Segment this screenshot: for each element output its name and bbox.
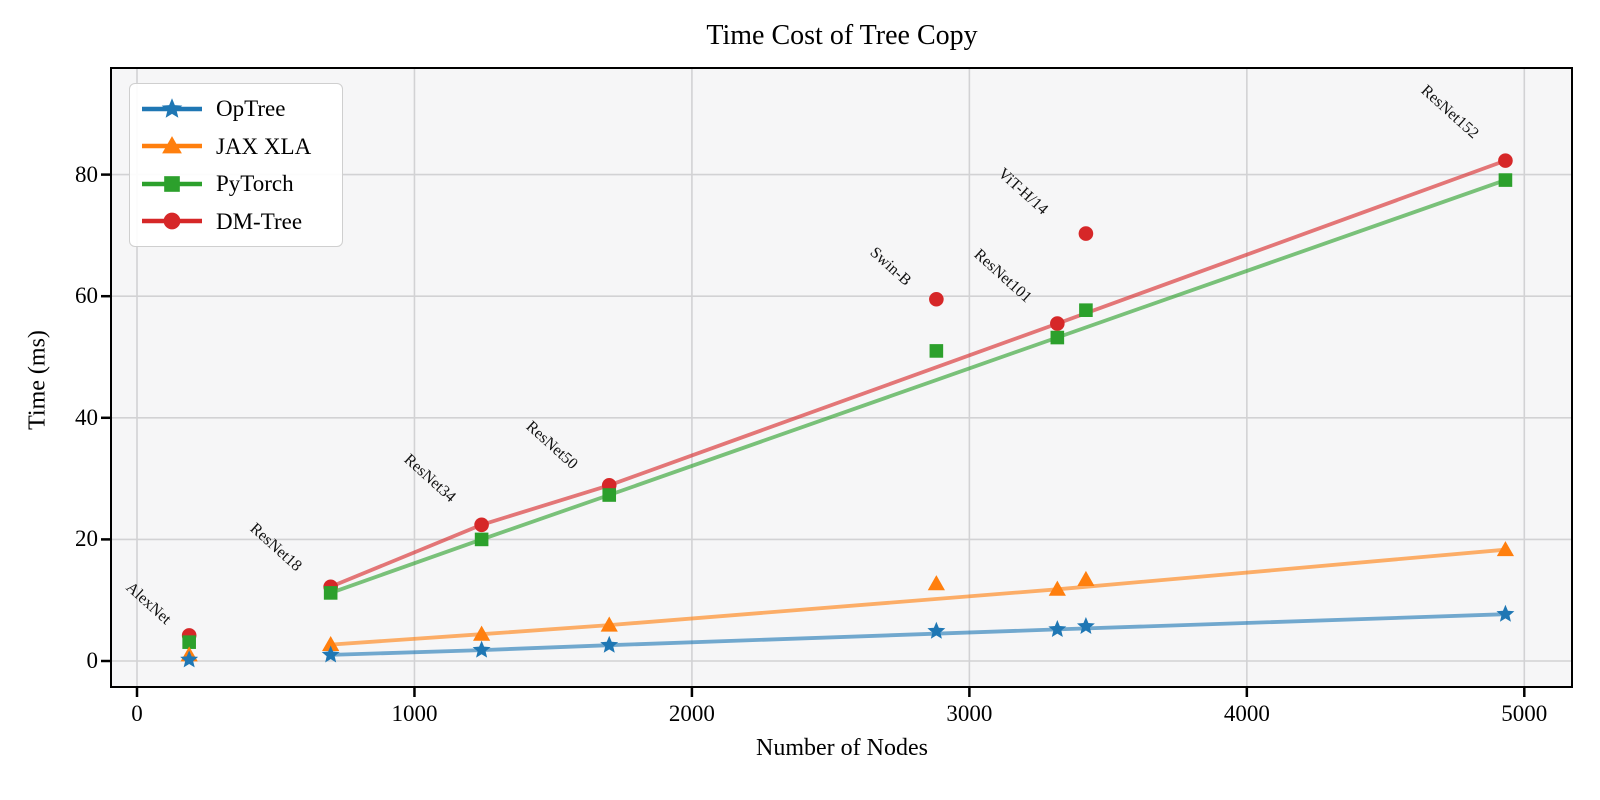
marker-jax-xla-swin-b (927, 574, 945, 590)
legend-item-jax-xla: JAX XLA (140, 132, 332, 160)
x-tick-label: 0 (131, 701, 143, 726)
legend-sample-marker (164, 175, 180, 192)
marker-optree-resnet101 (1047, 619, 1066, 637)
legend-label: PyTorch (216, 171, 294, 197)
marker-jax-xla-resnet101 (1048, 580, 1066, 596)
marker-optree-alexnet (179, 649, 198, 667)
line-optree (328, 611, 1507, 657)
legend-sample-marker (162, 136, 182, 154)
x-tick-label: 1000 (391, 701, 438, 726)
legend-sample-marker (163, 212, 181, 230)
marker-pytorch-resnet101 (1050, 330, 1064, 344)
legend-sample-marker (161, 97, 183, 118)
marker-pytorch-alexnet (181, 634, 196, 649)
triangle-icon (142, 136, 202, 154)
marker-optree-swin-b (926, 621, 945, 639)
y-tick-label: 0 (86, 648, 99, 673)
legend-item-pytorch: PyTorch (140, 170, 332, 198)
line-pytorch (328, 177, 1507, 595)
legend: OpTree JAX XLA PyTorch DM-Tree (129, 83, 343, 247)
marker-jax-xla-resnet18 (321, 635, 339, 651)
plot-canvas (100, 68, 1571, 697)
x-tick-label: 4000 (1223, 701, 1270, 726)
legend-label: OpTree (216, 96, 286, 122)
x-tick-label: 5000 (1501, 701, 1548, 726)
marker-pytorch-resnet18 (323, 585, 337, 600)
marker-optree-resnet18 (321, 645, 340, 663)
marker-jax-xla-vit-h-14 (1076, 570, 1095, 586)
marker-optree-vit-h-14 (1076, 616, 1095, 634)
legend-item-optree: OpTree (140, 95, 332, 123)
marker-pytorch-resnet50 (601, 487, 616, 502)
marker-dm-tree-vit-h-14 (1078, 225, 1093, 241)
legend-label: DM-Tree (216, 208, 303, 234)
marker-pytorch-vit-h-14 (1078, 302, 1093, 317)
y-tick-label: 60 (75, 283, 98, 309)
plot-area (100, 66, 1573, 697)
marker-jax-xla-resnet34 (472, 625, 490, 641)
marker-optree-resnet34 (472, 640, 491, 658)
circle-icon (142, 212, 202, 230)
star-icon (142, 97, 202, 118)
marker-pytorch-swin-b (929, 343, 943, 358)
x-tick-label: 3000 (946, 701, 993, 726)
legend-item-dm-tree: DM-Tree (140, 207, 332, 235)
y-tick-label: 80 (75, 161, 98, 187)
square-icon (142, 175, 202, 192)
marker-dm-tree-resnet101 (1049, 315, 1065, 331)
legend-label: JAX XLA (216, 133, 312, 159)
marker-jax-xla-resnet152 (1496, 540, 1514, 556)
marker-pytorch-resnet152 (1498, 172, 1512, 187)
marker-optree-resnet152 (1495, 604, 1514, 622)
y-tick-label: 20 (75, 526, 98, 552)
marker-dm-tree-resnet34 (473, 517, 489, 532)
marker-optree-resnet50 (599, 635, 618, 653)
x-tick-label: 2000 (668, 701, 715, 726)
line-dm-tree (328, 158, 1507, 589)
x-axis-title: Number of Nodes (756, 735, 928, 761)
marker-dm-tree-resnet152 (1497, 152, 1513, 168)
line-jax-xla (328, 547, 1507, 646)
marker-pytorch-resnet34 (474, 532, 488, 546)
marker-jax-xla-resnet50 (600, 616, 618, 632)
chart-title: Time Cost of Tree Copy (706, 20, 978, 51)
y-tick-label: 40 (75, 404, 98, 430)
marker-dm-tree-swin-b (928, 291, 944, 307)
